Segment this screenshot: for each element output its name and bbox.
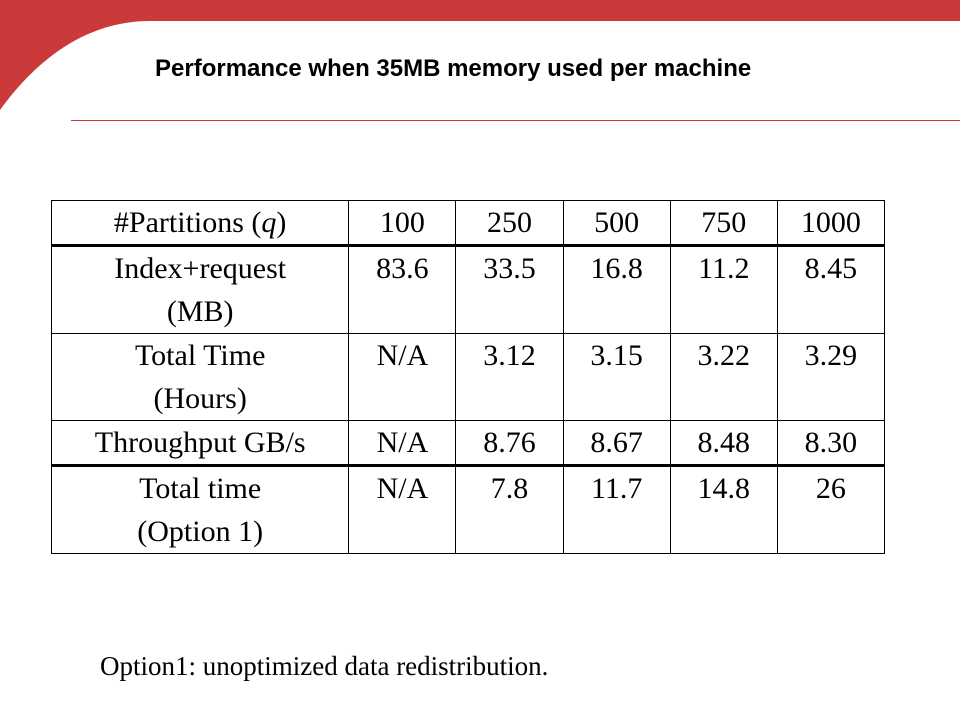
table-cell: N/A xyxy=(348,465,457,554)
table-cell: 3.22 xyxy=(669,333,778,421)
row-label-line1: Total Time xyxy=(134,339,266,372)
table-cell: 3.12 xyxy=(455,333,564,421)
table-cell: N/A xyxy=(348,420,457,467)
header-cell: 500 xyxy=(562,200,671,247)
table-cell: 8.45 xyxy=(776,245,886,334)
table-cell: 8.48 xyxy=(669,420,778,467)
table-row-throughput: Throughput GB/s N/A 8.76 8.67 8.48 8.30 xyxy=(50,420,886,467)
table-cell: 11.7 xyxy=(562,465,671,554)
row-label-cell: Total Time (Hours) xyxy=(50,333,350,421)
table-cell: 3.15 xyxy=(562,333,671,421)
red-corner-decoration xyxy=(0,0,960,110)
row-label-line2: (Hours) xyxy=(153,382,247,415)
title-divider xyxy=(71,120,960,121)
table-row-index-request: Index+request (MB) 83.6 33.5 16.8 11.2 8.… xyxy=(50,245,886,334)
table-cell: 16.8 xyxy=(562,245,671,334)
results-table: #Partitions (q) 100 250 500 750 1000 Ind… xyxy=(50,200,886,554)
header-cell: 750 xyxy=(669,200,778,247)
table-cell: 3.29 xyxy=(776,333,886,421)
header-label-variable: q xyxy=(261,206,277,239)
table-row-total-time-hours: Total Time (Hours) N/A 3.12 3.15 3.22 3.2… xyxy=(50,333,886,421)
table-cell: 8.30 xyxy=(776,420,886,467)
table-cell: 8.76 xyxy=(455,420,564,467)
row-label-cell: Total time (Option 1) xyxy=(50,465,350,554)
header-cell: 1000 xyxy=(776,200,886,247)
table-cell: 26 xyxy=(776,465,886,554)
table-row-total-time-option1: Total time (Option 1) N/A 7.8 11.7 14.8 2… xyxy=(50,465,886,554)
slide-title: Performance when 35MB memory used per ma… xyxy=(155,55,752,82)
header-label-cell: #Partitions (q) xyxy=(50,200,350,247)
row-label-cell: Index+request (MB) xyxy=(50,245,350,334)
footnote: Option1: unoptimized data redistribution… xyxy=(100,651,549,681)
row-label-line1: Total time xyxy=(139,472,262,505)
table-cell: N/A xyxy=(348,333,457,421)
header-label-text: #Partitions ( xyxy=(113,206,262,239)
header-cell: 250 xyxy=(455,200,564,247)
table-cell: 83.6 xyxy=(348,245,457,334)
table-cell: 11.2 xyxy=(669,245,778,334)
table-header-row: #Partitions (q) 100 250 500 750 1000 xyxy=(50,200,886,247)
table-cell: 14.8 xyxy=(669,465,778,554)
row-label-line2: (MB) xyxy=(166,295,234,328)
header-cell: 100 xyxy=(348,200,457,247)
table-cell: 7.8 xyxy=(455,465,564,554)
row-label-line2: (Option 1) xyxy=(137,515,264,548)
row-label-line1: Index+request xyxy=(114,252,287,285)
header-label-close: ) xyxy=(276,206,287,239)
table-cell: 33.5 xyxy=(455,245,564,334)
row-label-cell: Throughput GB/s xyxy=(50,420,350,467)
table-cell: 8.67 xyxy=(562,420,671,467)
